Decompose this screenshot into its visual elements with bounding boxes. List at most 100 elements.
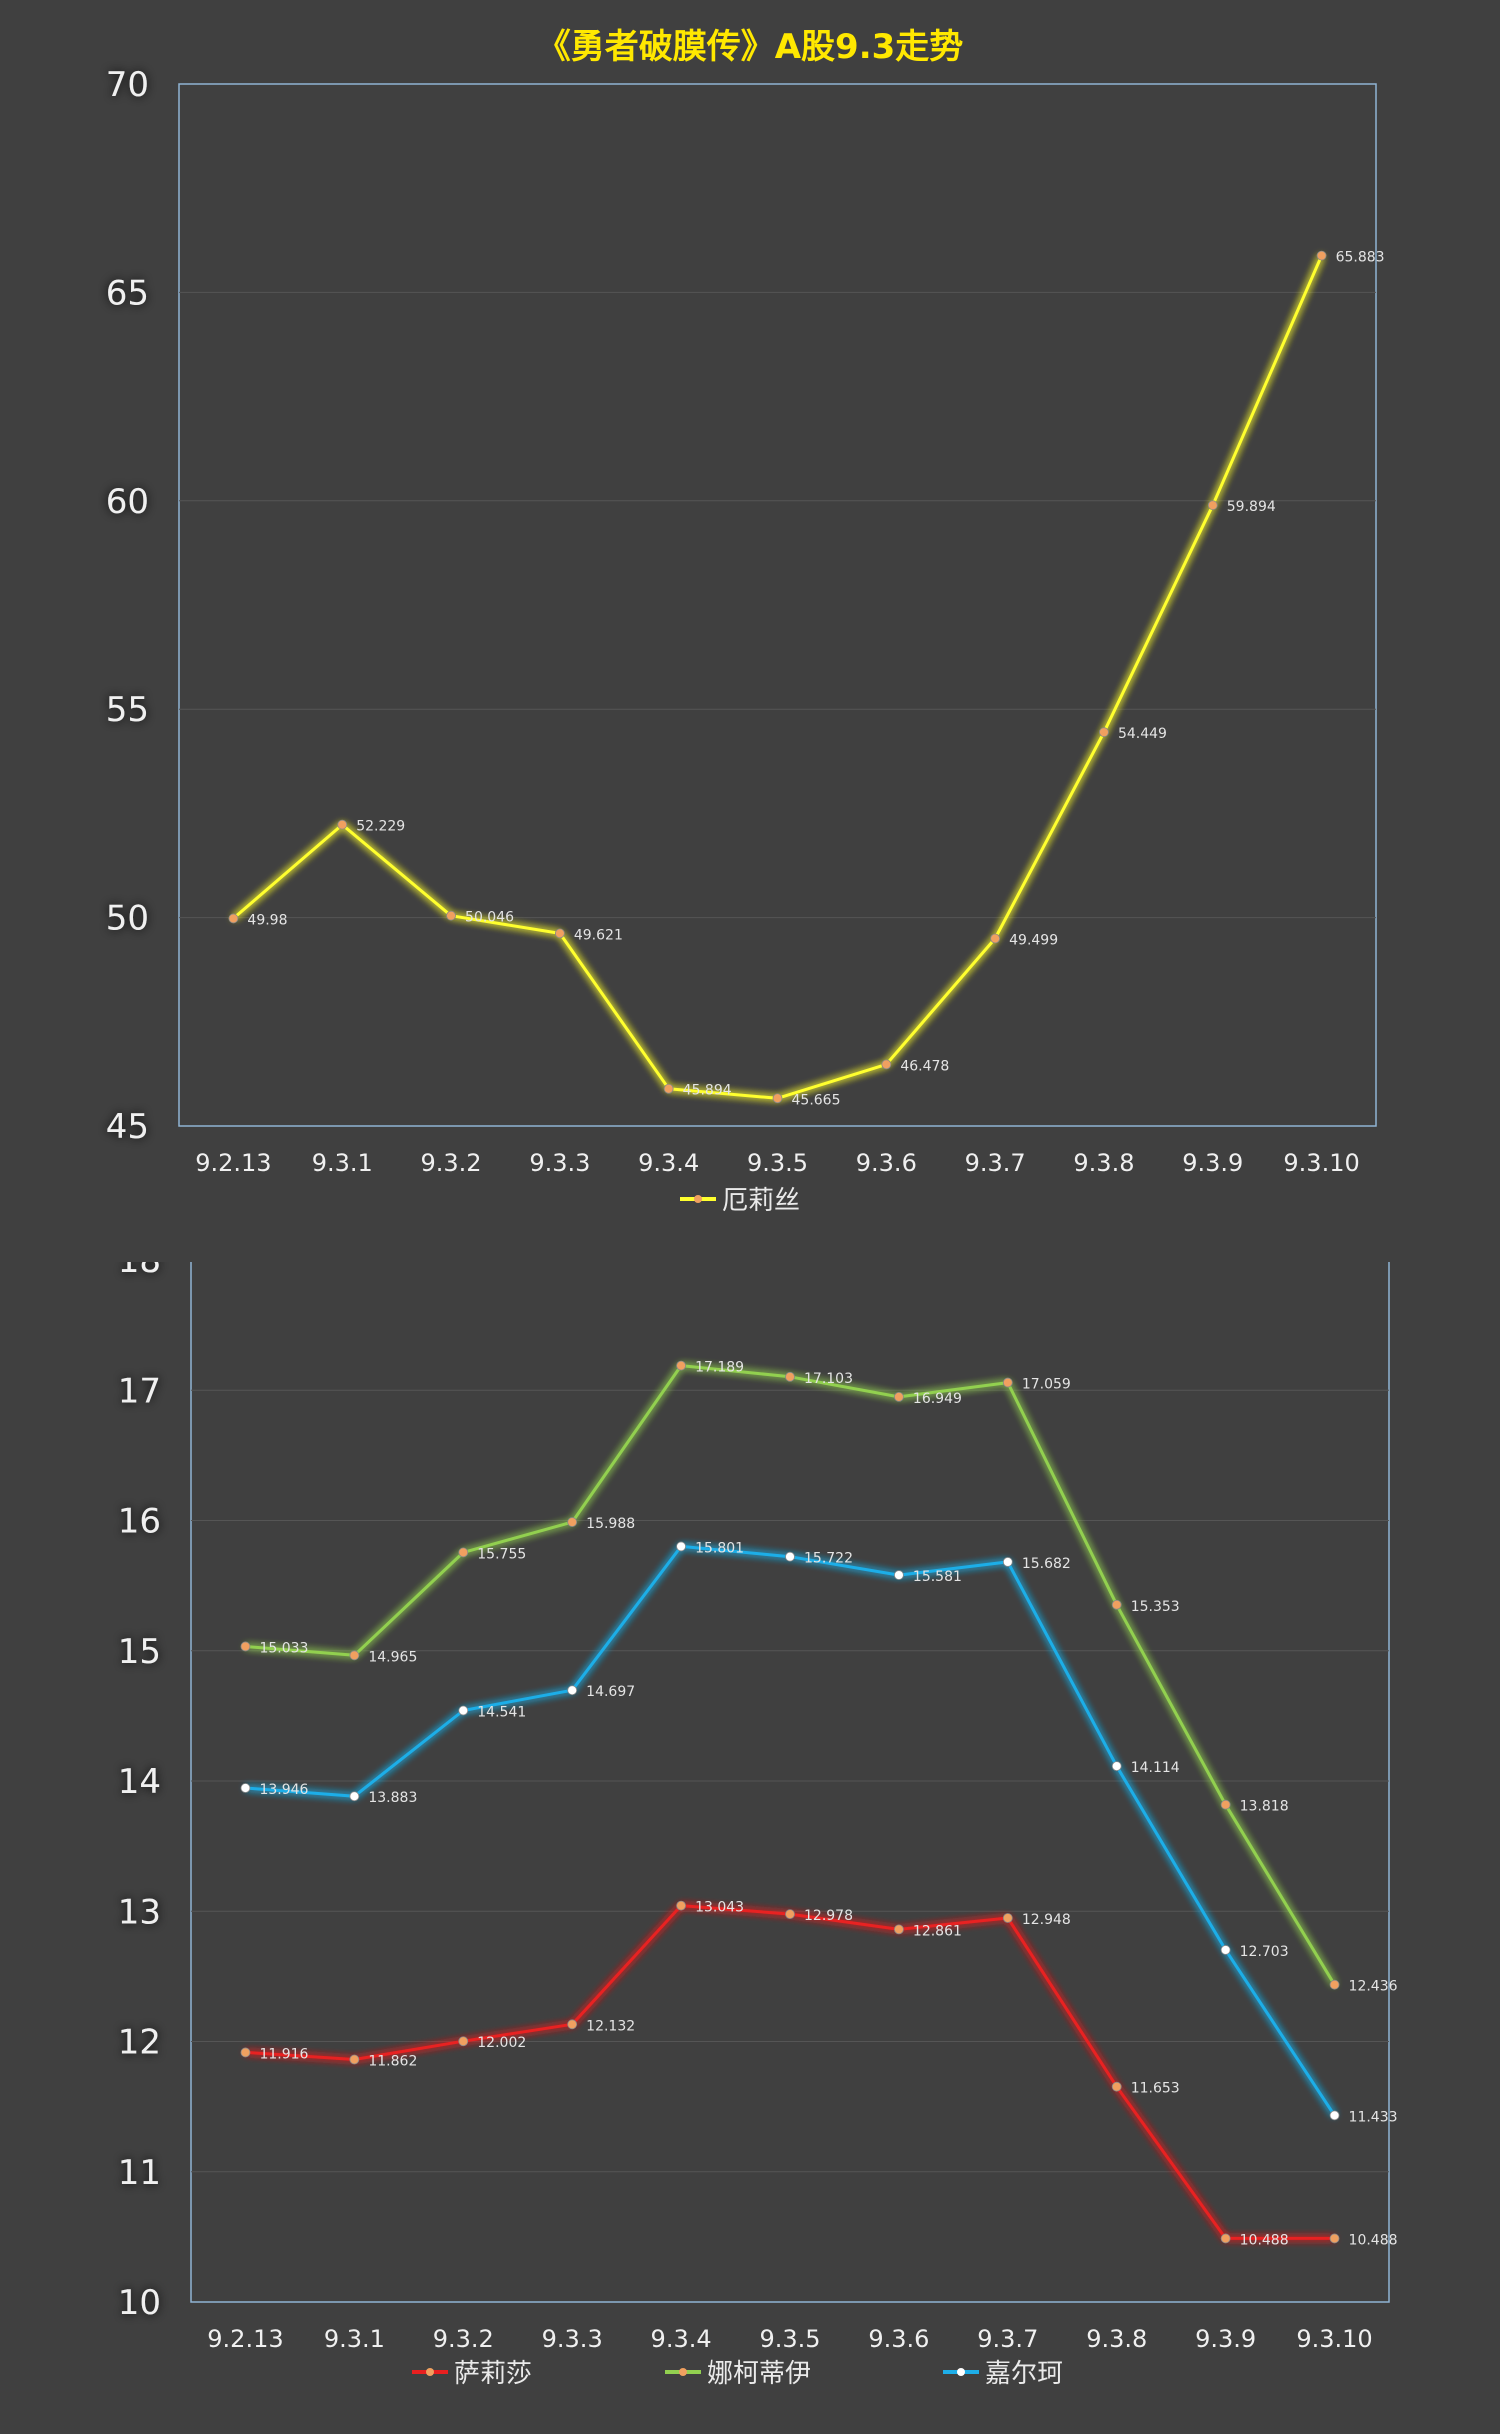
data-label: 13.883 <box>368 1790 417 1806</box>
y-tick-label: 55 <box>106 690 149 730</box>
data-label: 12.703 <box>1240 1944 1289 1960</box>
data-label: 15.033 <box>259 1640 308 1656</box>
bottom-line-chart: 10 11 12 13 14 15 16 17 18 9.2.13 9.3.1 9.3.2 9.3.3 9… <box>118 1262 1398 2389</box>
data-label: 11.916 <box>259 2046 308 2062</box>
x-tick-label: 9.3.9 <box>1182 1149 1243 1177</box>
x-tick-label: 9.3.9 <box>1195 2325 1256 2353</box>
data-point <box>446 910 456 921</box>
data-label: 17.103 <box>804 1371 853 1387</box>
data-label: 14.697 <box>586 1684 635 1700</box>
data-point <box>1316 250 1327 261</box>
y-tick-label: 50 <box>106 899 149 939</box>
data-label: 11.433 <box>1349 2109 1398 2125</box>
legend-label: 嘉尔珂 <box>985 2359 1063 2389</box>
data-label: 15.722 <box>804 1551 853 1567</box>
data-label: 11.653 <box>1131 2081 1180 2097</box>
data-point <box>567 2019 578 2030</box>
data-label: 12.132 <box>586 2018 635 2034</box>
data-label: 15.581 <box>913 1569 962 1585</box>
x-tick-label: 9.3.5 <box>747 1149 808 1177</box>
data-label: 59.894 <box>1227 499 1276 515</box>
x-tick-label: 9.3.3 <box>542 2325 603 2353</box>
data-label: 49.621 <box>574 927 623 943</box>
data-label: 14.114 <box>1131 1760 1180 1776</box>
data-point <box>554 928 565 939</box>
legend-marker <box>426 2368 434 2376</box>
y-tick-label: 18 <box>118 1262 161 1281</box>
data-point <box>785 1371 795 1382</box>
x-tick-label: 9.3.6 <box>868 2325 929 2353</box>
data-point <box>458 1705 469 1716</box>
data-label: 49.98 <box>247 912 287 928</box>
data-label: 14.541 <box>477 1705 526 1721</box>
data-point <box>1002 1377 1013 1388</box>
x-tick-label: 9.3.1 <box>312 1149 373 1177</box>
y-tick-label: 65 <box>106 273 149 313</box>
y-tick-label: 60 <box>106 482 149 522</box>
data-point <box>894 1391 904 1402</box>
series-line <box>245 1364 1336 1986</box>
data-point <box>1220 1945 1231 1955</box>
chart-title: 《勇者破膜传》A股9.3走势 <box>537 27 964 67</box>
data-label: 16.949 <box>913 1391 962 1407</box>
legend-marker <box>957 2368 965 2376</box>
x-tick-label: 9.3.5 <box>759 2325 820 2353</box>
data-label: 13.818 <box>1240 1799 1289 1815</box>
data-label: 52.229 <box>356 819 405 835</box>
data-point <box>337 819 348 830</box>
data-label: 15.682 <box>1022 1556 1071 1572</box>
data-point <box>240 1641 251 1652</box>
x-tick-label: 9.3.10 <box>1296 2325 1372 2353</box>
data-point <box>1329 2233 1340 2244</box>
data-label: 54.449 <box>1118 726 1167 742</box>
plot-area <box>178 83 1377 1127</box>
data-point <box>1220 1799 1231 1810</box>
y-tick-label: 13 <box>118 1892 161 1932</box>
data-label: 15.988 <box>586 1516 635 1532</box>
x-tick-label: 9.3.10 <box>1283 1149 1359 1177</box>
data-label: 10.488 <box>1240 2232 1289 2248</box>
data-label: 15.353 <box>1131 1599 1180 1615</box>
legend-label: 萨莉莎 <box>454 2359 532 2389</box>
data-point <box>990 933 1001 944</box>
x-tick-label: 9.3.4 <box>651 2325 712 2353</box>
data-point <box>567 1517 578 1527</box>
data-point <box>349 2054 360 2065</box>
y-tick-label: 17 <box>118 1371 161 1411</box>
x-tick-label: 9.2.13 <box>195 1149 271 1177</box>
data-point <box>676 1541 686 1552</box>
data-label: 17.059 <box>1022 1377 1071 1393</box>
data-label: 12.948 <box>1022 1912 1071 1928</box>
data-label: 15.801 <box>695 1540 744 1556</box>
data-label: 50.046 <box>465 910 514 926</box>
data-label: 11.862 <box>368 2053 417 2069</box>
data-point <box>567 1685 578 1696</box>
top-chart-panel: 45 50 55 60 65 70 9.2.13 9.3.1 9.3.2 9.3.3 9.3.4 9.… <box>0 27 1500 1263</box>
data-point <box>676 1900 686 1911</box>
legend-label: 厄莉丝 <box>722 1186 800 1216</box>
y-tick-label: 14 <box>118 1762 161 1802</box>
data-point <box>1329 1979 1340 1990</box>
data-point <box>785 1551 795 1562</box>
y-tick-label: 12 <box>118 2023 161 2063</box>
x-tick-label: 9.2.13 <box>207 2325 283 2353</box>
data-label: 14.965 <box>368 1649 417 1665</box>
data-point <box>458 1547 469 1558</box>
data-label: 17.189 <box>695 1360 744 1376</box>
data-point <box>894 1570 904 1580</box>
data-point <box>228 913 239 924</box>
x-tick-label: 9.3.7 <box>965 1149 1026 1177</box>
data-label: 12.978 <box>804 1908 853 1924</box>
data-label: 15.755 <box>477 1546 526 1562</box>
x-tick-label: 9.3.6 <box>856 1149 917 1177</box>
legend-label: 娜柯蒂伊 <box>707 2359 811 2389</box>
x-tick-label: 9.3.8 <box>1086 2325 1147 2353</box>
y-tick-label: 10 <box>118 2283 161 2323</box>
x-tick-label: 9.3.2 <box>421 1149 482 1177</box>
y-tick-label: 70 <box>106 65 149 105</box>
data-point <box>1002 1913 1013 1923</box>
bottom-chart-panel: 10 11 12 13 14 15 16 17 18 9.2.13 9.3.1 9.3.2 9.3.3 9… <box>0 1262 1500 2434</box>
data-point <box>1111 1599 1122 1610</box>
data-label: 49.499 <box>1009 932 1058 948</box>
